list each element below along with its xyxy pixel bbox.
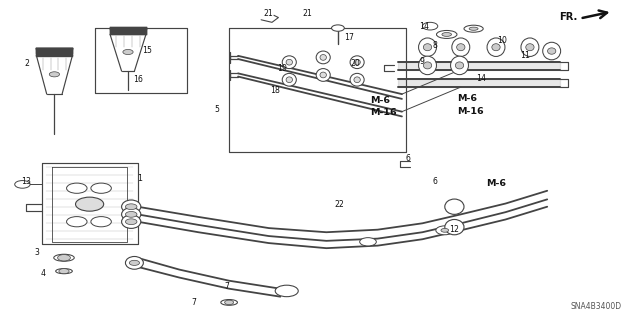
Text: M-16: M-16 [370, 108, 397, 117]
Circle shape [225, 300, 234, 305]
Text: 22: 22 [334, 200, 344, 209]
Text: 13: 13 [20, 177, 31, 186]
Text: 11: 11 [520, 51, 530, 60]
Text: SNA4B3400D: SNA4B3400D [571, 302, 622, 311]
Ellipse shape [282, 73, 296, 86]
Ellipse shape [451, 56, 468, 75]
Circle shape [275, 285, 298, 297]
Text: 7: 7 [191, 298, 196, 307]
Circle shape [58, 255, 70, 261]
Ellipse shape [54, 254, 74, 261]
Text: 10: 10 [497, 36, 508, 45]
Ellipse shape [469, 27, 478, 30]
Ellipse shape [419, 38, 436, 56]
Ellipse shape [354, 59, 360, 65]
Text: M-6: M-6 [458, 94, 477, 103]
Text: 9: 9 [420, 57, 425, 66]
Text: 16: 16 [132, 75, 143, 84]
Ellipse shape [286, 77, 292, 83]
Circle shape [49, 72, 60, 77]
Ellipse shape [424, 62, 432, 69]
Circle shape [441, 228, 449, 232]
Ellipse shape [122, 200, 141, 213]
Text: 4: 4 [41, 269, 46, 278]
Text: 14: 14 [419, 22, 429, 31]
Circle shape [125, 219, 137, 225]
Circle shape [123, 49, 133, 55]
Ellipse shape [456, 44, 465, 51]
Text: 3: 3 [35, 248, 40, 257]
Ellipse shape [492, 44, 500, 51]
Text: 5: 5 [214, 105, 219, 114]
Ellipse shape [125, 256, 143, 269]
Circle shape [91, 217, 111, 227]
Text: 19: 19 [276, 64, 287, 73]
Text: 2: 2 [24, 59, 29, 68]
Circle shape [360, 238, 376, 246]
Ellipse shape [464, 25, 483, 32]
Text: 6: 6 [406, 154, 411, 163]
Ellipse shape [424, 44, 432, 51]
Circle shape [332, 25, 344, 31]
Text: M-6: M-6 [370, 96, 390, 105]
Ellipse shape [350, 56, 364, 69]
Ellipse shape [436, 31, 457, 39]
Circle shape [125, 211, 137, 217]
Ellipse shape [455, 62, 463, 69]
Text: M-16: M-16 [458, 107, 484, 115]
Ellipse shape [452, 38, 470, 56]
Ellipse shape [286, 59, 292, 65]
Ellipse shape [548, 48, 556, 54]
Circle shape [59, 269, 69, 274]
Ellipse shape [543, 42, 561, 60]
Text: M-6: M-6 [486, 179, 506, 188]
Ellipse shape [354, 77, 360, 83]
Circle shape [67, 183, 87, 193]
Ellipse shape [282, 56, 296, 69]
Text: 21: 21 [264, 9, 274, 18]
Circle shape [129, 260, 140, 265]
Circle shape [67, 217, 87, 227]
Ellipse shape [320, 55, 326, 60]
Ellipse shape [320, 72, 326, 78]
Text: 21: 21 [302, 9, 312, 18]
Text: 15: 15 [142, 46, 152, 55]
Text: 12: 12 [449, 225, 460, 234]
Text: FR.: FR. [559, 11, 578, 22]
Circle shape [422, 22, 438, 30]
Circle shape [125, 204, 137, 210]
Circle shape [91, 183, 111, 193]
Ellipse shape [56, 269, 72, 274]
Ellipse shape [521, 38, 539, 56]
Text: 14: 14 [476, 74, 486, 83]
Ellipse shape [487, 38, 505, 56]
Text: 6: 6 [433, 177, 438, 186]
Ellipse shape [526, 44, 534, 51]
Circle shape [76, 197, 104, 211]
Text: 1: 1 [137, 174, 142, 182]
Circle shape [436, 226, 454, 235]
Text: 7: 7 [225, 282, 230, 291]
Ellipse shape [419, 56, 436, 75]
Ellipse shape [122, 208, 141, 221]
Text: 8: 8 [433, 41, 438, 50]
Ellipse shape [122, 215, 141, 228]
Circle shape [15, 181, 30, 188]
Text: 17: 17 [344, 33, 354, 42]
Ellipse shape [445, 199, 464, 214]
Ellipse shape [316, 69, 330, 81]
Text: 18: 18 [270, 86, 280, 95]
Ellipse shape [221, 300, 237, 305]
Ellipse shape [442, 33, 452, 36]
Text: 20: 20 [350, 59, 360, 68]
Ellipse shape [445, 219, 464, 235]
Ellipse shape [350, 73, 364, 86]
Ellipse shape [316, 51, 330, 64]
